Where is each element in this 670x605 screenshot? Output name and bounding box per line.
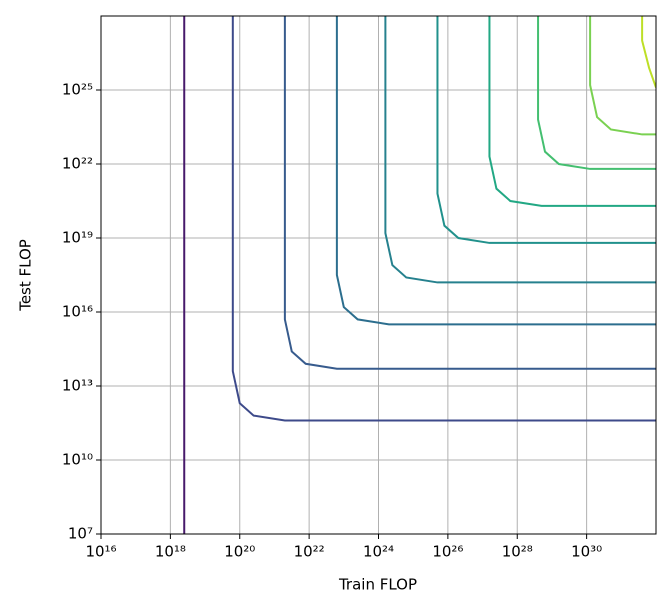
contour-line	[589, 16, 656, 136]
y-tick-label: 10¹⁶	[62, 303, 93, 321]
contour-line	[335, 16, 656, 326]
x-tick-label: 10²⁶	[432, 543, 463, 561]
y-axis-label: Test FLOP	[17, 239, 35, 312]
y-tick-label: 10¹⁹	[62, 229, 93, 247]
y-tick-label: 10¹³	[62, 377, 93, 395]
y-tick-label: 10²⁵	[62, 81, 93, 99]
contour-line	[231, 16, 656, 422]
y-tick-label: 10⁷	[68, 525, 93, 543]
contour-line	[537, 16, 656, 170]
contour-line	[384, 16, 656, 284]
x-axis-label: Train FLOP	[338, 576, 417, 594]
x-tick-label: 10¹⁸	[155, 543, 186, 561]
y-tick-label: 10²²	[62, 155, 93, 173]
x-tick-label: 10²⁰	[224, 543, 255, 561]
x-tick-label: 10²²	[294, 543, 325, 561]
y-tick-label: 10¹⁰	[62, 451, 93, 469]
contour-line	[641, 16, 656, 88]
x-tick-label: 10²⁴	[363, 543, 394, 561]
x-tick-label: 10³⁰	[571, 543, 602, 561]
x-tick-label: 10¹⁶	[85, 543, 116, 561]
contour-line	[283, 16, 656, 370]
contour-line	[488, 16, 656, 207]
x-tick-label: 10²⁸	[502, 543, 533, 561]
contour-line	[436, 16, 656, 244]
plot-frame	[100, 15, 657, 535]
